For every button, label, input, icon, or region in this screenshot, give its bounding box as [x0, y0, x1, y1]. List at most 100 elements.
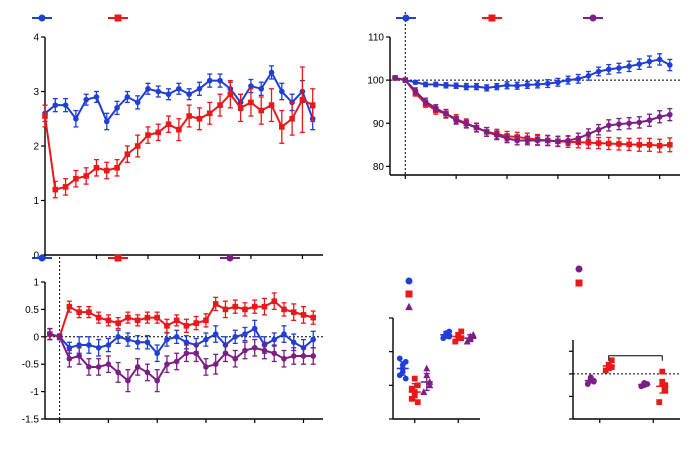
panel-a: 0 1 2 3 4 — [32, 14, 323, 262]
data-point — [602, 367, 609, 374]
data-point — [227, 91, 234, 98]
data-point — [575, 76, 582, 82]
data-point — [206, 110, 213, 117]
data-point — [290, 339, 297, 346]
data-point — [432, 105, 439, 111]
data-point — [524, 137, 531, 144]
data-point — [544, 80, 551, 87]
legend-marker — [226, 254, 234, 262]
data-point — [183, 339, 190, 346]
data-point — [86, 364, 92, 370]
data-point — [555, 79, 561, 86]
data-point — [281, 355, 287, 362]
0-y-tick-label: 1 — [33, 196, 39, 207]
data-point — [232, 355, 239, 362]
data-point — [411, 375, 418, 382]
data-point — [565, 137, 571, 144]
data-point — [608, 364, 615, 370]
data-point — [585, 131, 592, 137]
data-point — [42, 113, 48, 119]
data-point — [217, 77, 223, 84]
panel-b: 80 90 100 110 — [367, 12, 680, 179]
data-point — [605, 66, 612, 73]
data-point — [504, 82, 510, 89]
series-amlexanox — [408, 328, 465, 406]
legend-marker — [405, 277, 413, 285]
series-pairfed — [420, 330, 477, 395]
data-point — [555, 138, 561, 145]
data-point — [281, 331, 287, 337]
data-point — [164, 336, 170, 343]
data-point — [279, 124, 285, 130]
legend-marker — [575, 279, 583, 287]
data-point — [408, 395, 415, 402]
data-point — [206, 77, 213, 84]
data-point — [616, 141, 622, 147]
data-point — [608, 357, 615, 364]
data-point — [173, 334, 180, 340]
data-point — [662, 387, 669, 394]
data-point — [144, 369, 151, 376]
data-point — [155, 88, 162, 95]
data-point — [176, 126, 182, 133]
data-point — [414, 399, 421, 406]
data-point — [66, 303, 73, 310]
data-point — [124, 94, 131, 100]
data-point — [86, 309, 92, 315]
data-point — [232, 303, 239, 310]
data-point — [300, 312, 307, 318]
data-point — [196, 115, 203, 122]
data-point — [73, 115, 79, 122]
data-point — [626, 63, 632, 70]
data-point — [659, 368, 666, 375]
data-point — [299, 96, 306, 103]
2-y-tick-label: 0 — [33, 332, 39, 343]
data-point — [423, 364, 431, 372]
data-point — [452, 338, 459, 345]
data-point — [105, 361, 112, 368]
data-point — [134, 339, 141, 346]
data-point — [392, 75, 398, 81]
data-point — [144, 339, 151, 346]
0-y-tick-label: 4 — [33, 33, 39, 44]
series-line-amlexanox — [49, 299, 314, 339]
data-point — [183, 323, 190, 329]
series-line-vehicle — [49, 327, 314, 355]
data-point — [408, 385, 415, 392]
2-y-tick-label: 1 — [33, 278, 39, 289]
2-y-tick-label: -0.5 — [22, 360, 40, 371]
legend-marker — [114, 14, 122, 22]
data-point — [290, 353, 297, 359]
data-point — [443, 110, 449, 117]
data-point — [595, 68, 602, 75]
data-point — [402, 77, 409, 83]
0-y-tick-label: 0 — [33, 251, 39, 262]
data-point — [103, 118, 110, 125]
data-point — [271, 298, 278, 304]
series-line-vehicle — [44, 70, 314, 124]
data-point — [203, 364, 209, 370]
data-point — [83, 96, 89, 103]
data-point — [155, 129, 162, 136]
data-point — [595, 126, 602, 133]
panel-d — [389, 277, 480, 423]
data-point — [95, 344, 102, 351]
data-point — [524, 82, 531, 88]
data-point — [232, 334, 239, 340]
data-point — [115, 334, 121, 340]
data-point — [251, 344, 258, 351]
data-point — [626, 141, 632, 148]
data-point — [585, 139, 592, 146]
data-point — [412, 79, 419, 86]
data-point — [56, 334, 63, 340]
data-point — [66, 355, 73, 362]
data-point — [103, 167, 110, 174]
data-point — [422, 98, 429, 105]
data-point — [242, 347, 248, 354]
data-point — [76, 309, 82, 315]
legend-marker — [589, 14, 597, 22]
legend-marker — [575, 265, 583, 273]
data-point — [115, 369, 121, 376]
data-point — [105, 342, 112, 348]
data-point — [458, 335, 465, 342]
